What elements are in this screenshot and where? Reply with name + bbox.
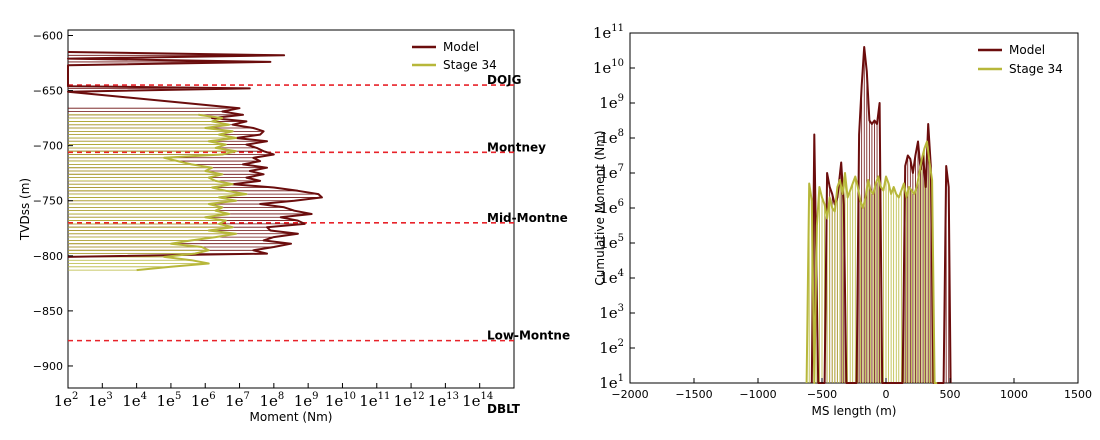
right-legend-model-label: Model bbox=[1009, 43, 1045, 57]
right-y-tick-label: 1e9 bbox=[599, 93, 624, 112]
right-y-tick-label: 1e3 bbox=[599, 303, 624, 322]
right-x-tick-label: −1000 bbox=[739, 388, 776, 401]
right-x-tick-label: 1000 bbox=[1000, 388, 1028, 401]
left-x-tick-label: 1e6 bbox=[191, 391, 216, 410]
right-y-tick-label: 1e2 bbox=[599, 338, 624, 357]
left-y-tick-label: −700 bbox=[33, 140, 63, 153]
left-series-lines bbox=[67, 51, 323, 272]
right-x-tick-label: −500 bbox=[807, 388, 837, 401]
right-x-tick-label: 500 bbox=[940, 388, 961, 401]
left-y-ticks: −600 −650 −700 −750 −800 −850 −900 bbox=[33, 30, 73, 373]
left-legend-stage-label: Stage 34 bbox=[443, 58, 497, 72]
left-x-tick-label: 1e4 bbox=[122, 391, 147, 410]
formation-label-mid-montne: Mid-Montne bbox=[487, 211, 568, 225]
left-x-tick-label: 1e8 bbox=[259, 391, 284, 410]
left-chart-panel: DOJG Montney Mid-Montne Low-Montne DBLT −600… bbox=[18, 29, 570, 424]
right-x-tick-label: −1500 bbox=[675, 388, 712, 401]
right-y-tick-label: 1e11 bbox=[593, 23, 624, 42]
right-x-axis-label: MS length (m) bbox=[812, 404, 897, 418]
formation-label-montney: Montney bbox=[487, 140, 546, 154]
left-y-tick-label: −750 bbox=[33, 195, 63, 208]
left-x-tick-label: 1e12 bbox=[393, 391, 424, 410]
left-y-tick-label: −650 bbox=[33, 85, 63, 98]
left-series-model bbox=[67, 51, 323, 258]
left-y-tick-label: −900 bbox=[33, 360, 63, 373]
right-series-stage-34 bbox=[805, 140, 938, 384]
left-x-tick-label: 1e13 bbox=[428, 391, 459, 410]
formation-label-dojg: DOJG bbox=[487, 73, 521, 87]
right-legend: Model Stage 34 bbox=[978, 43, 1063, 76]
right-series-lines bbox=[805, 46, 952, 384]
right-chart-panel: 1e1 1e2 1e3 1e4 1e5 1e6 1e7 1e8 1e9 1e10 1e11 −200… bbox=[593, 23, 1092, 418]
right-y-tick-label: 1e10 bbox=[593, 58, 624, 77]
formation-label-low-montne: Low-Montne bbox=[487, 329, 570, 343]
left-y-tick-label: −600 bbox=[33, 30, 63, 43]
left-x-tick-label: 1e5 bbox=[157, 391, 182, 410]
right-plot-area bbox=[629, 32, 1079, 384]
right-x-tick-label: −2000 bbox=[611, 388, 648, 401]
left-y-axis-label: TVDss (m) bbox=[18, 178, 32, 241]
left-x-tick-label: 1e10 bbox=[325, 391, 356, 410]
right-y-tick-label: 1e7 bbox=[599, 163, 624, 182]
left-x-tick-label: 1e9 bbox=[294, 391, 319, 410]
right-legend-stage-label: Stage 34 bbox=[1009, 62, 1063, 76]
left-y-tick-label: −800 bbox=[33, 250, 63, 263]
left-legend-model-label: Model bbox=[443, 40, 479, 54]
right-x-tick-label: 1500 bbox=[1064, 388, 1092, 401]
left-x-ticks: 1e2 1e3 1e4 1e5 1e6 1e7 1e8 1e9 1e10 1e11 1e12 1e13… bbox=[54, 383, 493, 410]
left-y-tick-label: −850 bbox=[33, 305, 63, 318]
right-x-tick-label: 0 bbox=[883, 388, 890, 401]
right-y-tick-label: 1e1 bbox=[599, 373, 624, 392]
left-x-tick-label: 1e11 bbox=[359, 391, 390, 410]
right-y-tick-label: 1e4 bbox=[599, 268, 624, 287]
right-y-tick-label: 1e8 bbox=[599, 128, 624, 147]
formation-label-dblt: DBLT bbox=[487, 402, 521, 416]
left-formation-lines: DOJG Montney Mid-Montne Low-Montne DBLT bbox=[68, 73, 570, 416]
left-x-tick-label: 1e14 bbox=[462, 391, 493, 410]
left-x-tick-label: 1e7 bbox=[225, 391, 250, 410]
right-y-ticks: 1e1 1e2 1e3 1e4 1e5 1e6 1e7 1e8 1e9 1e10 1e11 bbox=[593, 23, 635, 392]
right-y-axis-label: Cumulative Moment (Nm) bbox=[593, 130, 607, 285]
left-x-axis-label: Moment (Nm) bbox=[250, 410, 333, 424]
right-x-ticks: −2000 −1500 −1000 −500 0 500 1000 1500 bbox=[611, 378, 1092, 401]
left-legend: Model Stage 34 bbox=[412, 40, 497, 72]
left-series-stage-34 bbox=[136, 113, 248, 272]
right-y-tick-label: 1e6 bbox=[599, 198, 624, 217]
left-fill-lines bbox=[68, 54, 322, 271]
left-x-tick-label: 1e2 bbox=[54, 391, 79, 410]
right-y-tick-label: 1e5 bbox=[599, 233, 624, 252]
left-plot-area bbox=[67, 29, 515, 389]
left-x-tick-label: 1e3 bbox=[88, 391, 113, 410]
